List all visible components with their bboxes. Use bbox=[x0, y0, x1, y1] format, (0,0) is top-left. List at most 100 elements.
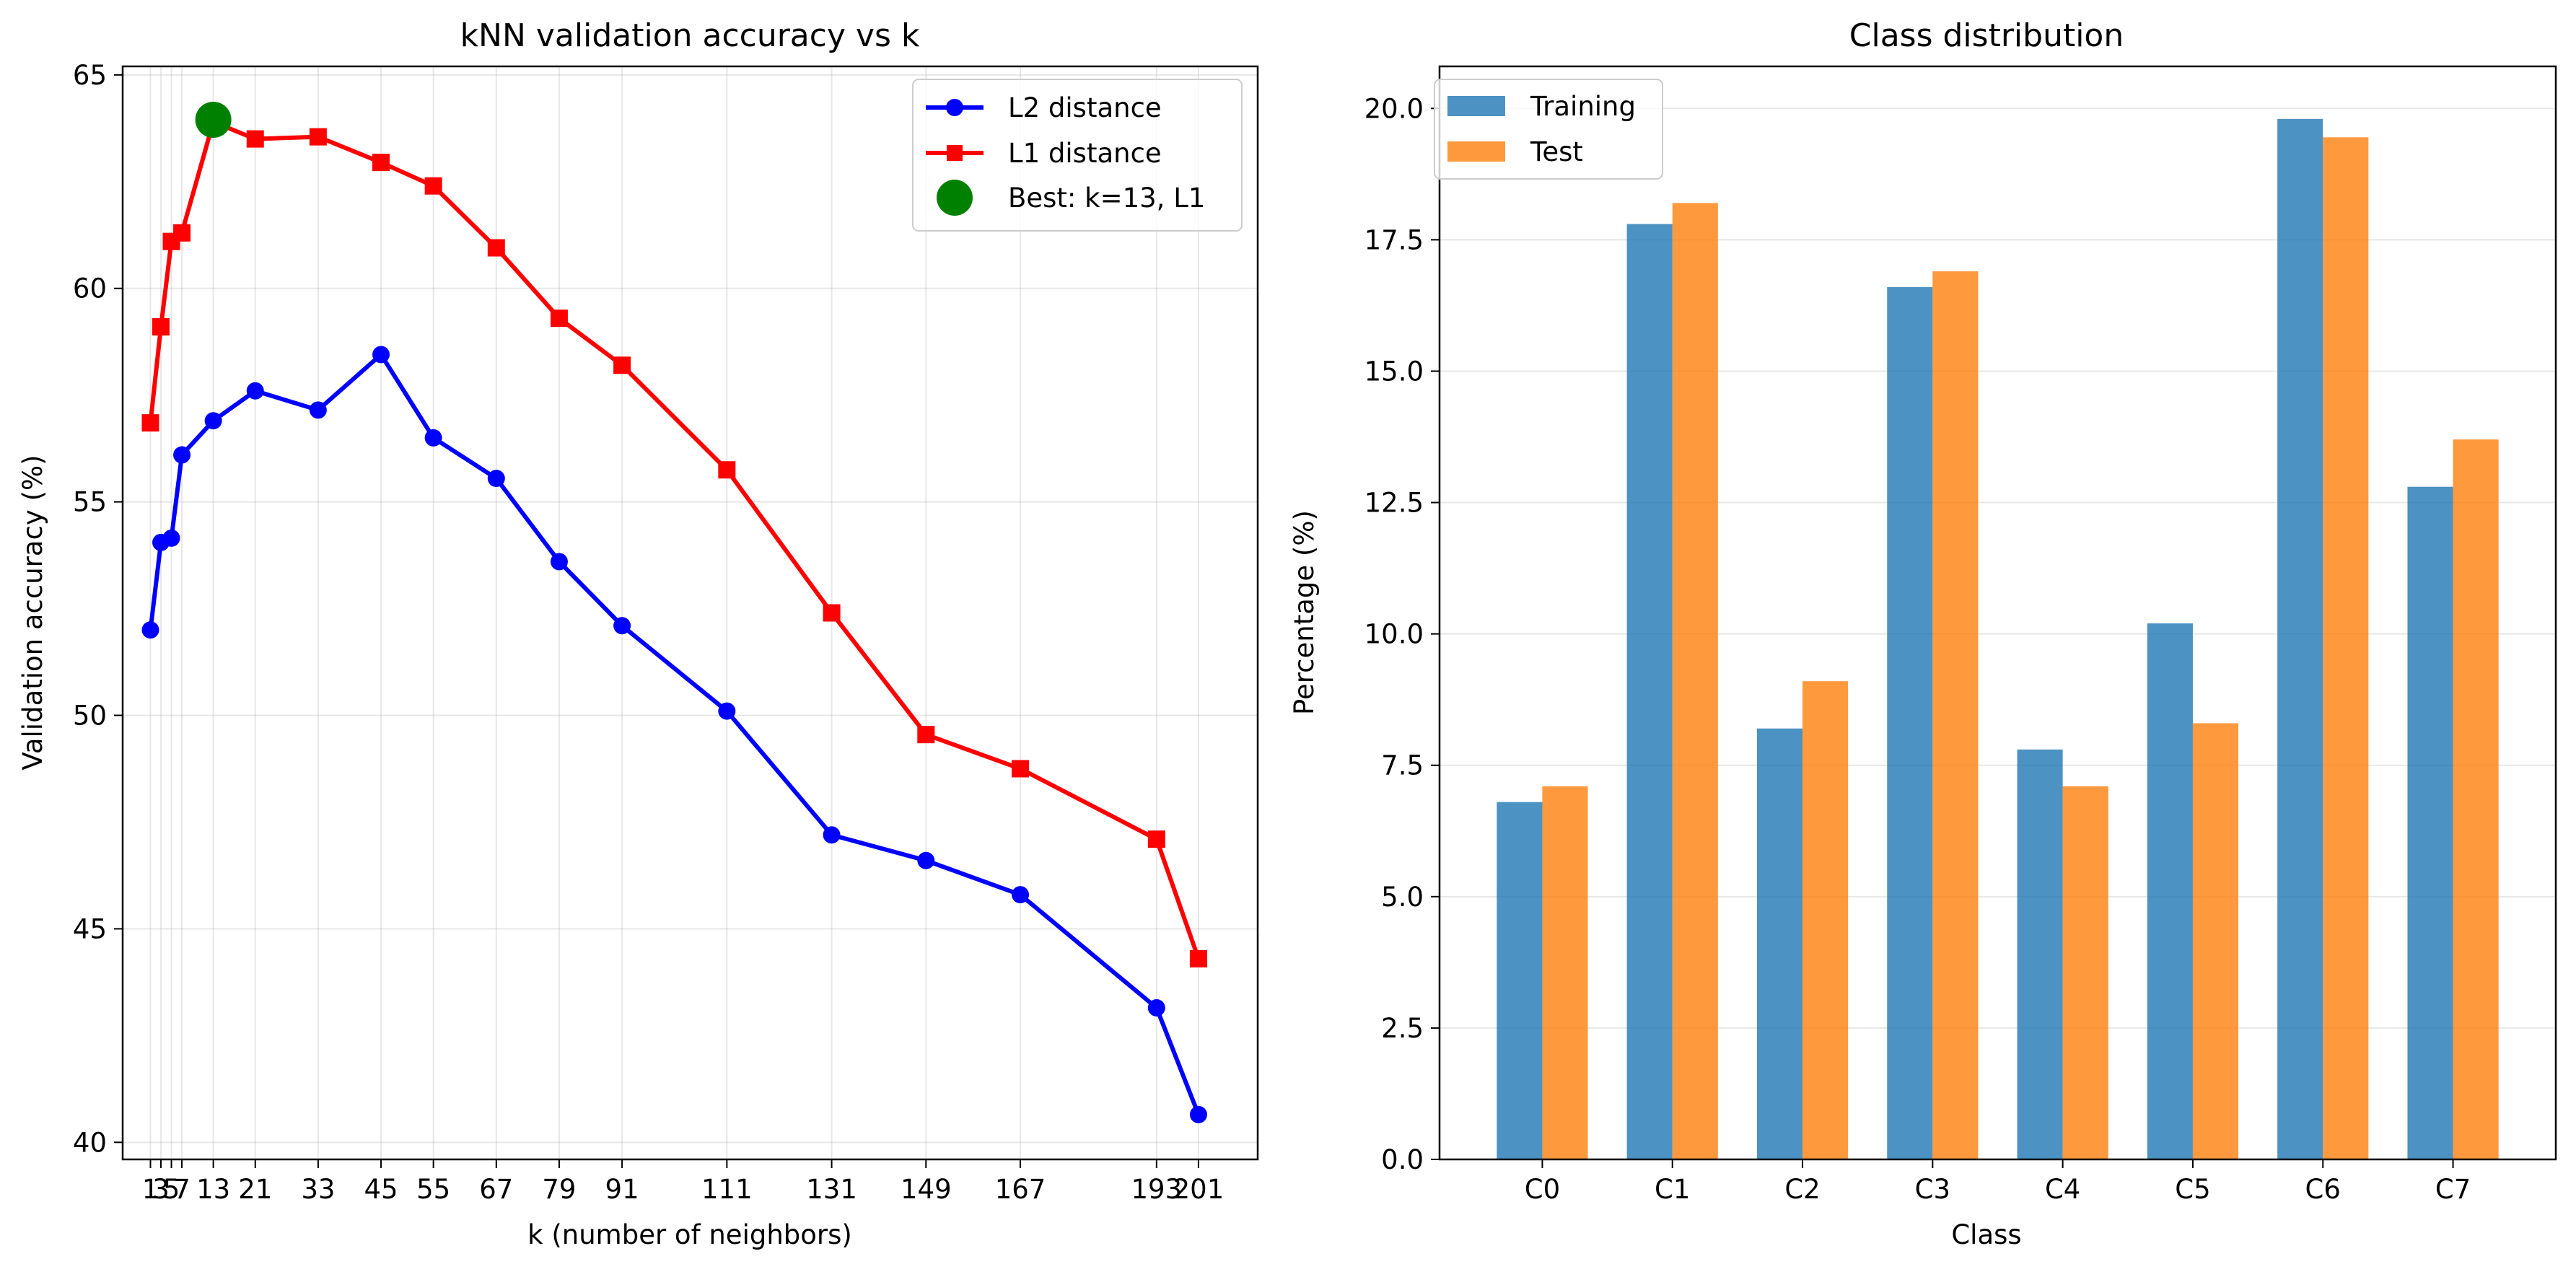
legend-entry-training: Training bbox=[1447, 91, 1636, 122]
bar-test bbox=[2062, 786, 2108, 1159]
legend-best-label: Best: k=13, L1 bbox=[1008, 183, 1205, 214]
bar-training bbox=[1756, 728, 1803, 1159]
left-y-tick-label: 40 bbox=[73, 1127, 107, 1158]
right-chart-title: Class distribution bbox=[1849, 17, 2124, 54]
right-y-ticks: 0.0 2.5 5.0 7.5 10.0 12.5 15.0 17.5 20.0 bbox=[1364, 93, 1440, 1175]
bar-test bbox=[1542, 786, 1588, 1159]
series-l2-point bbox=[487, 470, 505, 488]
series-l2-point bbox=[141, 621, 159, 639]
legend-entry-best: Best: k=13, L1 bbox=[937, 180, 1205, 216]
left-x-tick-label: 3 bbox=[152, 1174, 170, 1205]
left-x-tick-label: 33 bbox=[301, 1174, 335, 1205]
legend-test-swatch bbox=[1447, 141, 1505, 162]
series-l2-line bbox=[148, 352, 1201, 1115]
legend-training-label: Training bbox=[1530, 91, 1636, 122]
bar-training bbox=[2017, 749, 2063, 1159]
right-y-tick-label: 17.5 bbox=[1364, 224, 1424, 255]
left-x-tick-label: 79 bbox=[542, 1174, 576, 1205]
left-y-tick-label: 45 bbox=[73, 913, 107, 944]
series-l2-point bbox=[1012, 886, 1030, 904]
right-legend: Training Test bbox=[1434, 79, 1663, 180]
left-x-tick-label: 5 bbox=[163, 1174, 180, 1205]
right-y-tick-label: 5.0 bbox=[1381, 882, 1424, 913]
right-x-tick-label: C2 bbox=[1784, 1174, 1820, 1205]
series-l1-point bbox=[1012, 760, 1030, 778]
left-x-tick-label: 45 bbox=[364, 1174, 398, 1205]
series-l2-point bbox=[204, 412, 222, 430]
legend-l2-marker bbox=[946, 99, 963, 116]
left-x-tick-label: 149 bbox=[901, 1174, 952, 1205]
right-y-tick-label: 20.0 bbox=[1364, 93, 1424, 124]
series-l2-point bbox=[917, 851, 935, 869]
legend-entry-l1: L1 distance bbox=[926, 138, 1162, 169]
left-x-tick-label: 21 bbox=[238, 1174, 272, 1205]
series-l1-point bbox=[141, 414, 159, 432]
series-l1-point bbox=[309, 128, 327, 146]
legend-best-marker bbox=[937, 180, 973, 216]
series-l1-point bbox=[1147, 830, 1165, 848]
series-l2-point bbox=[550, 553, 568, 571]
left-x-tick-label: 193 bbox=[1131, 1174, 1183, 1205]
series-l1-point bbox=[718, 461, 736, 479]
left-y-axis-label: Validation accuracy (%) bbox=[17, 455, 48, 770]
bar-training bbox=[1497, 802, 1543, 1159]
right-x-tick-label: C5 bbox=[2175, 1174, 2210, 1205]
right-gridlines bbox=[1440, 107, 2556, 1160]
legend-l1-label: L1 distance bbox=[1008, 138, 1162, 169]
bar-test bbox=[2453, 439, 2499, 1159]
left-legend: L2 distance L1 distance Best: k=13, L1 bbox=[912, 79, 1243, 232]
series-l1-point bbox=[173, 224, 191, 242]
series-l2-point bbox=[372, 346, 390, 364]
right-x-tick-label: C3 bbox=[1915, 1174, 1950, 1205]
left-y-tick-label: 65 bbox=[73, 60, 107, 91]
legend-training-swatch bbox=[1447, 96, 1505, 116]
left-x-tick-label: 1 bbox=[142, 1174, 159, 1205]
left-x-tick-label: 55 bbox=[416, 1174, 450, 1205]
series-l2-point bbox=[1189, 1105, 1207, 1123]
bar-test bbox=[1802, 681, 1849, 1159]
bar-test bbox=[2192, 723, 2239, 1159]
right-bars-layer bbox=[1497, 118, 2499, 1159]
legend-entry-test: Test bbox=[1447, 136, 1583, 167]
left-y-tick-label: 50 bbox=[73, 701, 107, 732]
right-x-tick-label: C1 bbox=[1655, 1174, 1690, 1205]
left-x-tick-label: 111 bbox=[701, 1174, 753, 1205]
series-l2-point bbox=[309, 401, 327, 419]
bar-test bbox=[1672, 203, 1718, 1159]
bar-training bbox=[1887, 286, 1933, 1159]
left-y-tick-label: 60 bbox=[73, 273, 107, 304]
series-l2-point bbox=[162, 529, 180, 547]
bar-training bbox=[2147, 623, 2193, 1159]
left-legend-box bbox=[912, 79, 1243, 232]
legend-l2-label: L2 distance bbox=[1008, 92, 1162, 123]
left-x-tick-label: 131 bbox=[806, 1174, 857, 1205]
right-y-tick-label: 0.0 bbox=[1381, 1144, 1424, 1175]
right-x-ticks: C0 C1 C2 C3 C4 C5 C6 C7 bbox=[1525, 1159, 2471, 1205]
right-y-tick-label: 12.5 bbox=[1364, 488, 1424, 519]
left-x-tick-label: 13 bbox=[196, 1174, 230, 1205]
legend-test-label: Test bbox=[1530, 136, 1583, 167]
left-x-axis-label: k (number of neighbors) bbox=[527, 1219, 852, 1250]
series-l1-point bbox=[917, 726, 935, 744]
series-l1-point bbox=[424, 177, 442, 195]
right-plot-frame bbox=[1438, 65, 2557, 1161]
right-x-tick-label: C6 bbox=[2305, 1174, 2341, 1205]
bar-training bbox=[2277, 118, 2323, 1159]
right-y-tick-label: 15.0 bbox=[1364, 356, 1424, 387]
bar-test bbox=[2323, 137, 2369, 1159]
left-x-tick-label: 201 bbox=[1173, 1174, 1225, 1205]
series-l2-point bbox=[823, 826, 841, 844]
left-x-tick-label: 67 bbox=[479, 1174, 513, 1205]
series-l2-point bbox=[424, 429, 442, 447]
right-y-tick-label: 7.5 bbox=[1381, 750, 1424, 781]
right-y-tick-label: 10.0 bbox=[1364, 619, 1424, 650]
series-l1-point bbox=[1189, 949, 1207, 967]
left-chart-title: kNN validation accuracy vs k bbox=[460, 17, 920, 54]
series-l2-point bbox=[718, 702, 736, 720]
right-y-tick-label: 2.5 bbox=[1381, 1013, 1424, 1044]
left-x-tick-label: 91 bbox=[605, 1174, 639, 1205]
left-y-tick-label: 55 bbox=[73, 487, 107, 518]
right-y-axis-label: Percentage (%) bbox=[1289, 510, 1320, 715]
